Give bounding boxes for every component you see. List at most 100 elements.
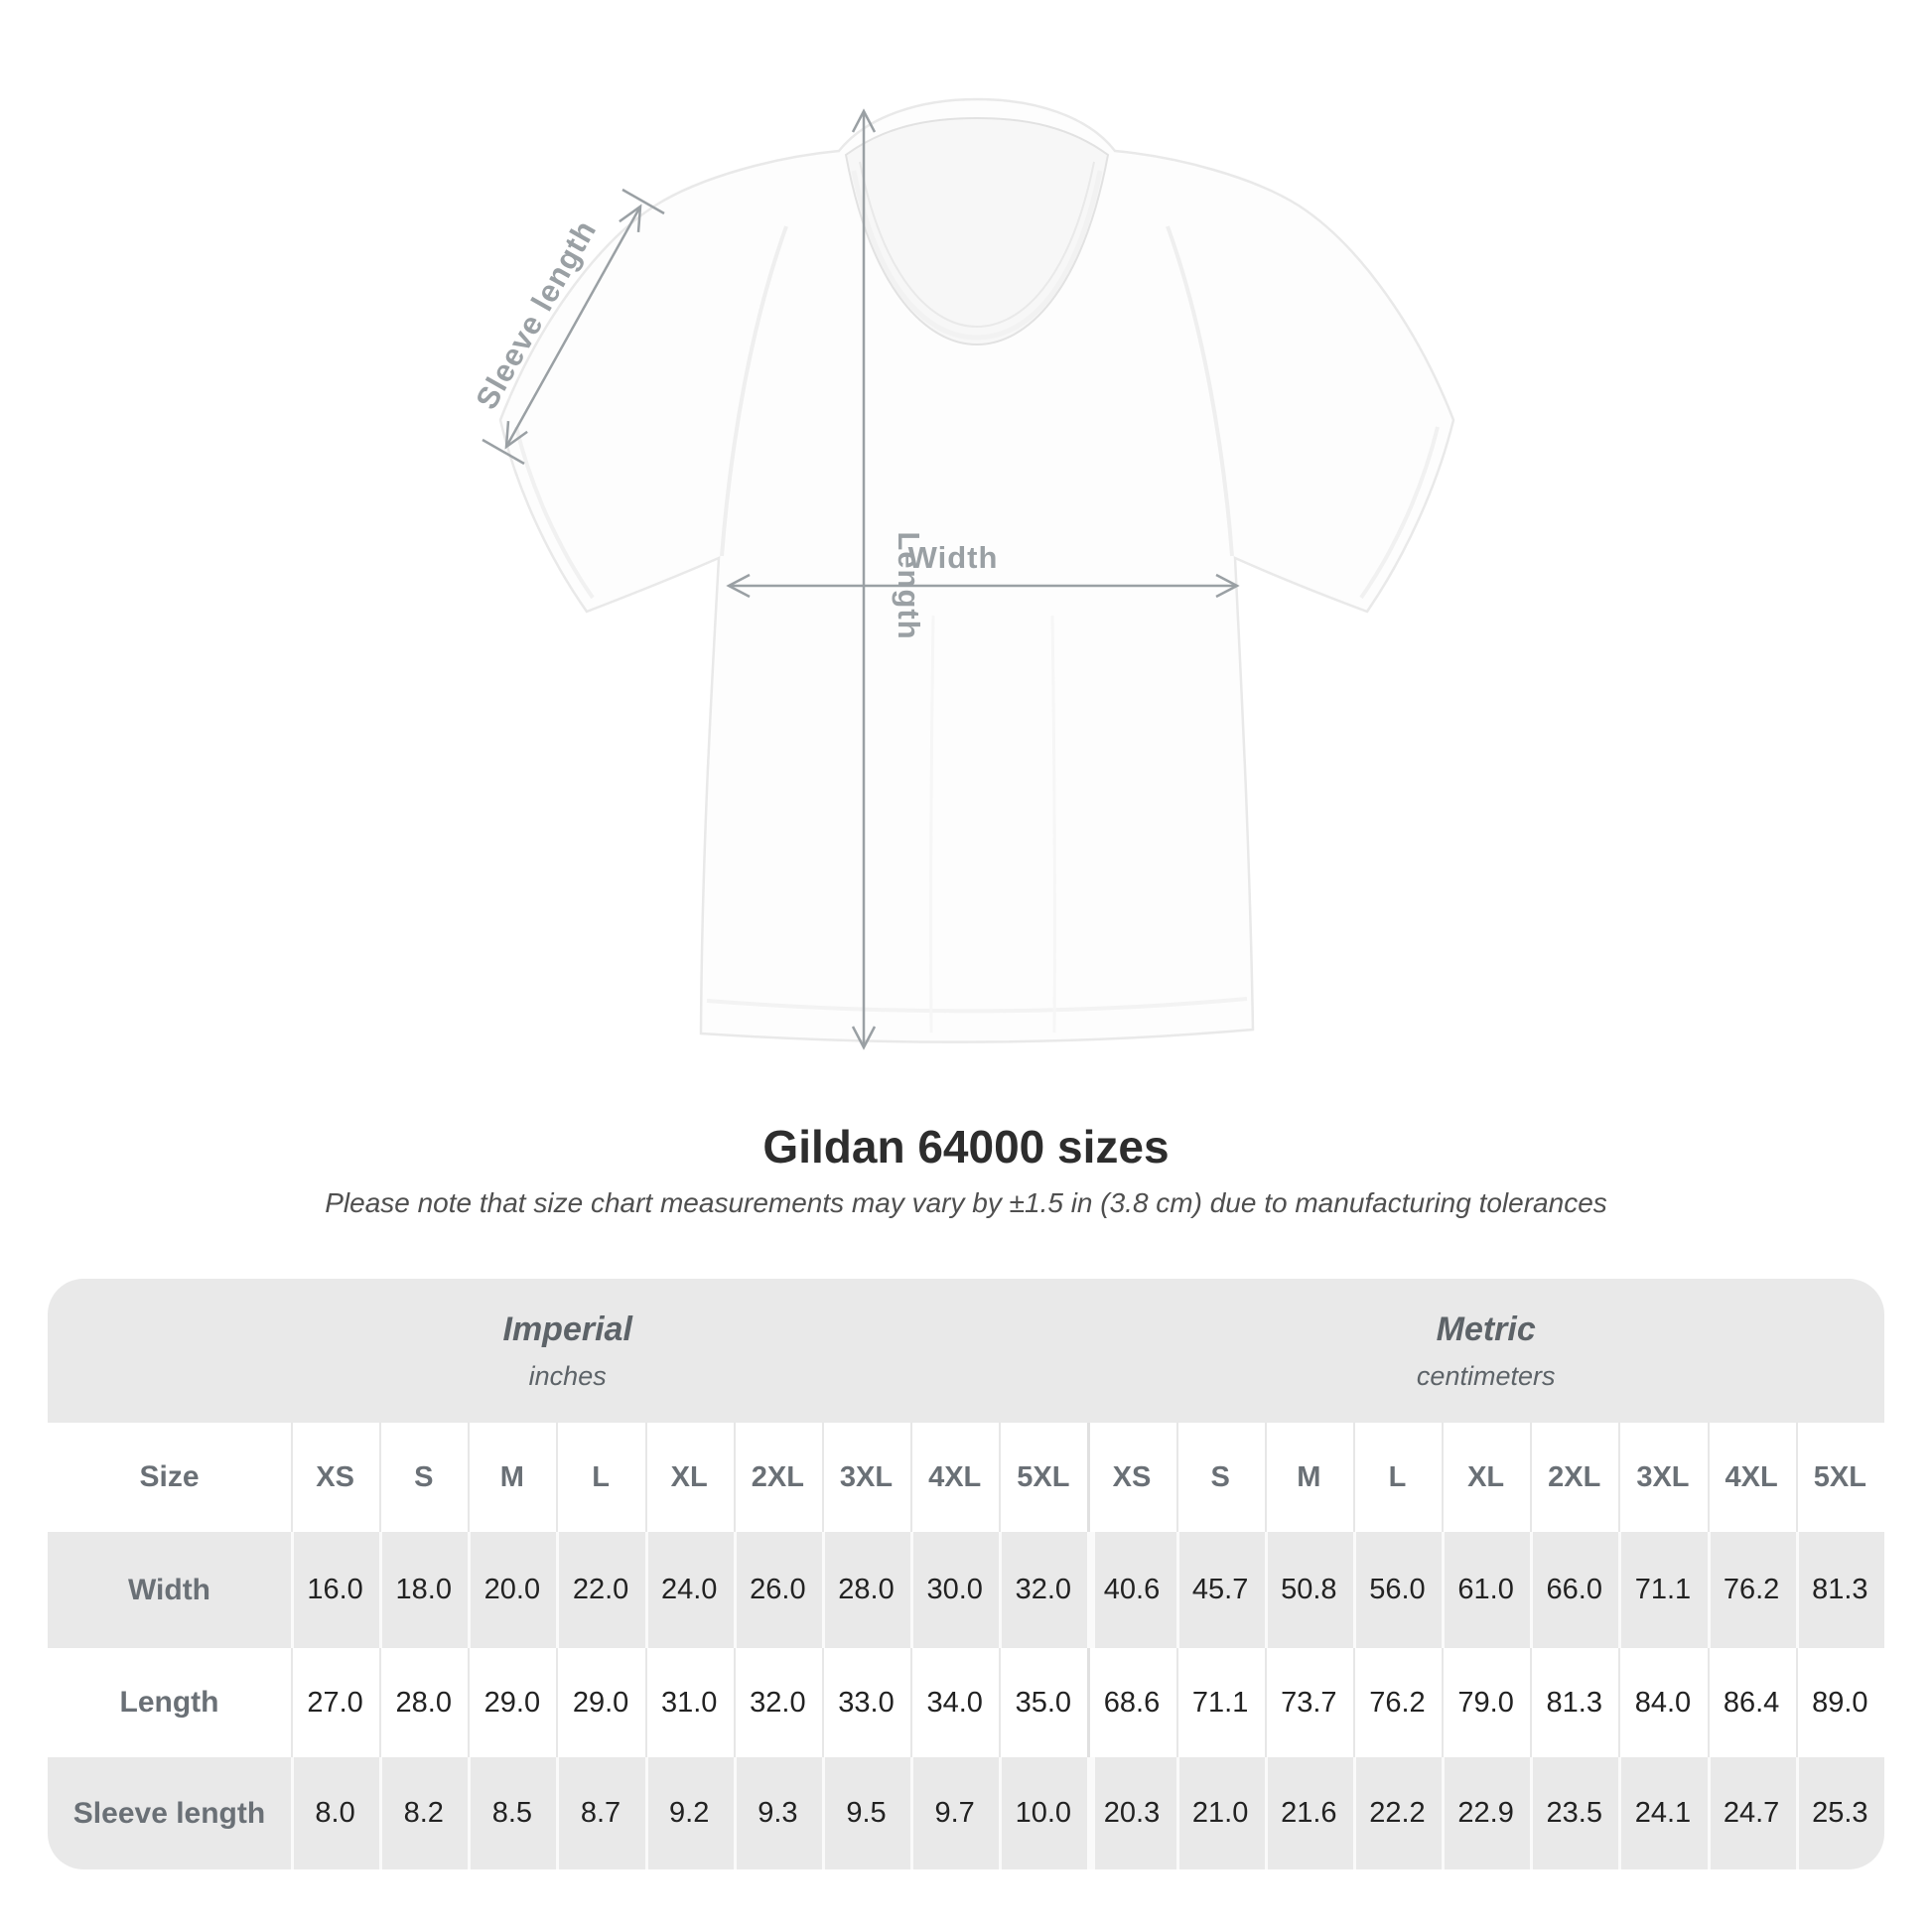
sleeve-length-arrow: [482, 188, 665, 466]
value-cell: 8.5: [468, 1757, 557, 1869]
value-cell: 24.0: [644, 1532, 734, 1648]
value-cell: 28.0: [379, 1648, 469, 1757]
size-header-row: Size XS S M L XL 2XL 3XL 4XL 5XL XS S M …: [48, 1423, 1884, 1532]
size-cell: 3XL: [1618, 1423, 1708, 1532]
value-cell: 35.0: [999, 1648, 1088, 1757]
imperial-label: Imperial: [502, 1310, 632, 1348]
value-cell: 8.7: [556, 1757, 645, 1869]
value-cell: 22.9: [1442, 1757, 1531, 1869]
value-cell: 20.3: [1087, 1757, 1176, 1869]
size-cell: M: [468, 1423, 557, 1532]
length-arrow: [851, 108, 877, 1050]
centimeters-label: centimeters: [1416, 1360, 1556, 1391]
value-cell: 66.0: [1530, 1532, 1619, 1648]
size-cell: XS: [1087, 1423, 1176, 1532]
size-cell: S: [1175, 1423, 1265, 1532]
value-cell: 71.1: [1618, 1532, 1708, 1648]
size-cell: 5XL: [999, 1423, 1088, 1532]
unit-header-metric: Metric centimeters: [1087, 1279, 1884, 1423]
title-block: Gildan 64000 sizes Please note that size…: [0, 1120, 1932, 1219]
value-cell: 26.0: [733, 1532, 822, 1648]
width-label: Width: [908, 540, 999, 575]
value-cell: 89.0: [1795, 1648, 1884, 1757]
tshirt-photo: Width Length Sleeve length: [469, 97, 1455, 1050]
width-row-header: Width: [48, 1532, 291, 1648]
width-arrow: [726, 573, 1240, 599]
value-cell: 30.0: [910, 1532, 1000, 1648]
unit-header-row: Imperial inches Metric centimeters: [48, 1279, 1884, 1423]
tolerance-note: Please note that size chart measurements…: [325, 1187, 1607, 1218]
size-cell: M: [1264, 1423, 1353, 1532]
length-label: Length: [892, 531, 926, 639]
page-title: Gildan 64000 sizes: [762, 1121, 1170, 1173]
value-cell: 9.3: [733, 1757, 822, 1869]
value-cell: 45.7: [1175, 1532, 1265, 1648]
value-cell: 9.5: [821, 1757, 911, 1869]
inches-label: inches: [528, 1360, 607, 1391]
size-cell: XL: [1442, 1423, 1531, 1532]
size-row-header: Size: [48, 1423, 291, 1532]
size-cell: 3XL: [821, 1423, 911, 1532]
value-cell: 34.0: [910, 1648, 1000, 1757]
size-cell: 2XL: [733, 1423, 822, 1532]
width-row: Width 16.0 18.0 20.0 22.0 24.0 26.0 28.0…: [48, 1532, 1884, 1648]
value-cell: 20.0: [468, 1532, 557, 1648]
size-cell: 5XL: [1795, 1423, 1884, 1532]
value-cell: 22.2: [1352, 1757, 1443, 1869]
size-cell: L: [556, 1423, 645, 1532]
value-cell: 81.3: [1530, 1648, 1619, 1757]
size-cell: 4XL: [910, 1423, 1000, 1532]
value-cell: 23.5: [1530, 1757, 1619, 1869]
size-cell: L: [1352, 1423, 1443, 1532]
value-cell: 50.8: [1264, 1532, 1353, 1648]
unit-header-imperial: Imperial inches: [48, 1279, 1088, 1423]
tshirt-body: [498, 97, 1455, 1043]
value-cell: 31.0: [644, 1648, 734, 1757]
value-cell: 9.7: [910, 1757, 1000, 1869]
value-cell: 24.1: [1618, 1757, 1708, 1869]
size-cell: S: [379, 1423, 469, 1532]
value-cell: 29.0: [468, 1648, 557, 1757]
value-cell: 79.0: [1442, 1648, 1531, 1757]
value-cell: 40.6: [1087, 1532, 1176, 1648]
value-cell: 71.1: [1175, 1648, 1265, 1757]
value-cell: 73.7: [1264, 1648, 1353, 1757]
value-cell: 33.0: [821, 1648, 911, 1757]
sleeve-row-header: Sleeve length: [48, 1757, 291, 1869]
value-cell: 9.2: [644, 1757, 734, 1869]
value-cell: 10.0: [999, 1757, 1088, 1869]
value-cell: 84.0: [1618, 1648, 1708, 1757]
value-cell: 32.0: [999, 1532, 1088, 1648]
value-cell: 28.0: [821, 1532, 911, 1648]
size-cell: 4XL: [1707, 1423, 1796, 1532]
value-cell: 76.2: [1352, 1648, 1443, 1757]
size-cell: 2XL: [1530, 1423, 1619, 1532]
value-cell: 25.3: [1795, 1757, 1884, 1869]
value-cell: 56.0: [1352, 1532, 1443, 1648]
value-cell: 32.0: [733, 1648, 822, 1757]
value-cell: 8.2: [379, 1757, 469, 1869]
value-cell: 68.6: [1087, 1648, 1176, 1757]
tshirt-diagram: Width Length Sleeve length: [469, 97, 1455, 1050]
length-row: Length 27.0 28.0 29.0 29.0 31.0 32.0 33.…: [48, 1648, 1884, 1757]
size-chart-table: Imperial inches Metric centimeters Size …: [48, 1279, 1884, 1869]
value-cell: 86.4: [1707, 1648, 1796, 1757]
value-cell: 81.3: [1795, 1532, 1884, 1648]
length-row-header: Length: [48, 1648, 291, 1757]
value-cell: 24.7: [1707, 1757, 1796, 1869]
value-cell: 76.2: [1707, 1532, 1796, 1648]
value-cell: 18.0: [379, 1532, 469, 1648]
value-cell: 21.0: [1175, 1757, 1265, 1869]
size-cell: XS: [291, 1423, 380, 1532]
value-cell: 21.6: [1264, 1757, 1353, 1869]
value-cell: 8.0: [291, 1757, 380, 1869]
value-cell: 27.0: [291, 1648, 380, 1757]
value-cell: 29.0: [556, 1648, 645, 1757]
value-cell: 61.0: [1442, 1532, 1531, 1648]
value-cell: 22.0: [556, 1532, 645, 1648]
metric-label: Metric: [1436, 1310, 1536, 1348]
sleeve-length-row: Sleeve length 8.0 8.2 8.5 8.7 9.2 9.3 9.…: [48, 1757, 1884, 1869]
collar: [844, 116, 1110, 346]
size-cell: XL: [644, 1423, 734, 1532]
